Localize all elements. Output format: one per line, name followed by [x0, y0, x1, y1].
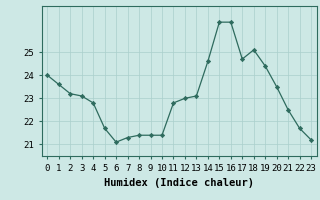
X-axis label: Humidex (Indice chaleur): Humidex (Indice chaleur): [104, 178, 254, 188]
